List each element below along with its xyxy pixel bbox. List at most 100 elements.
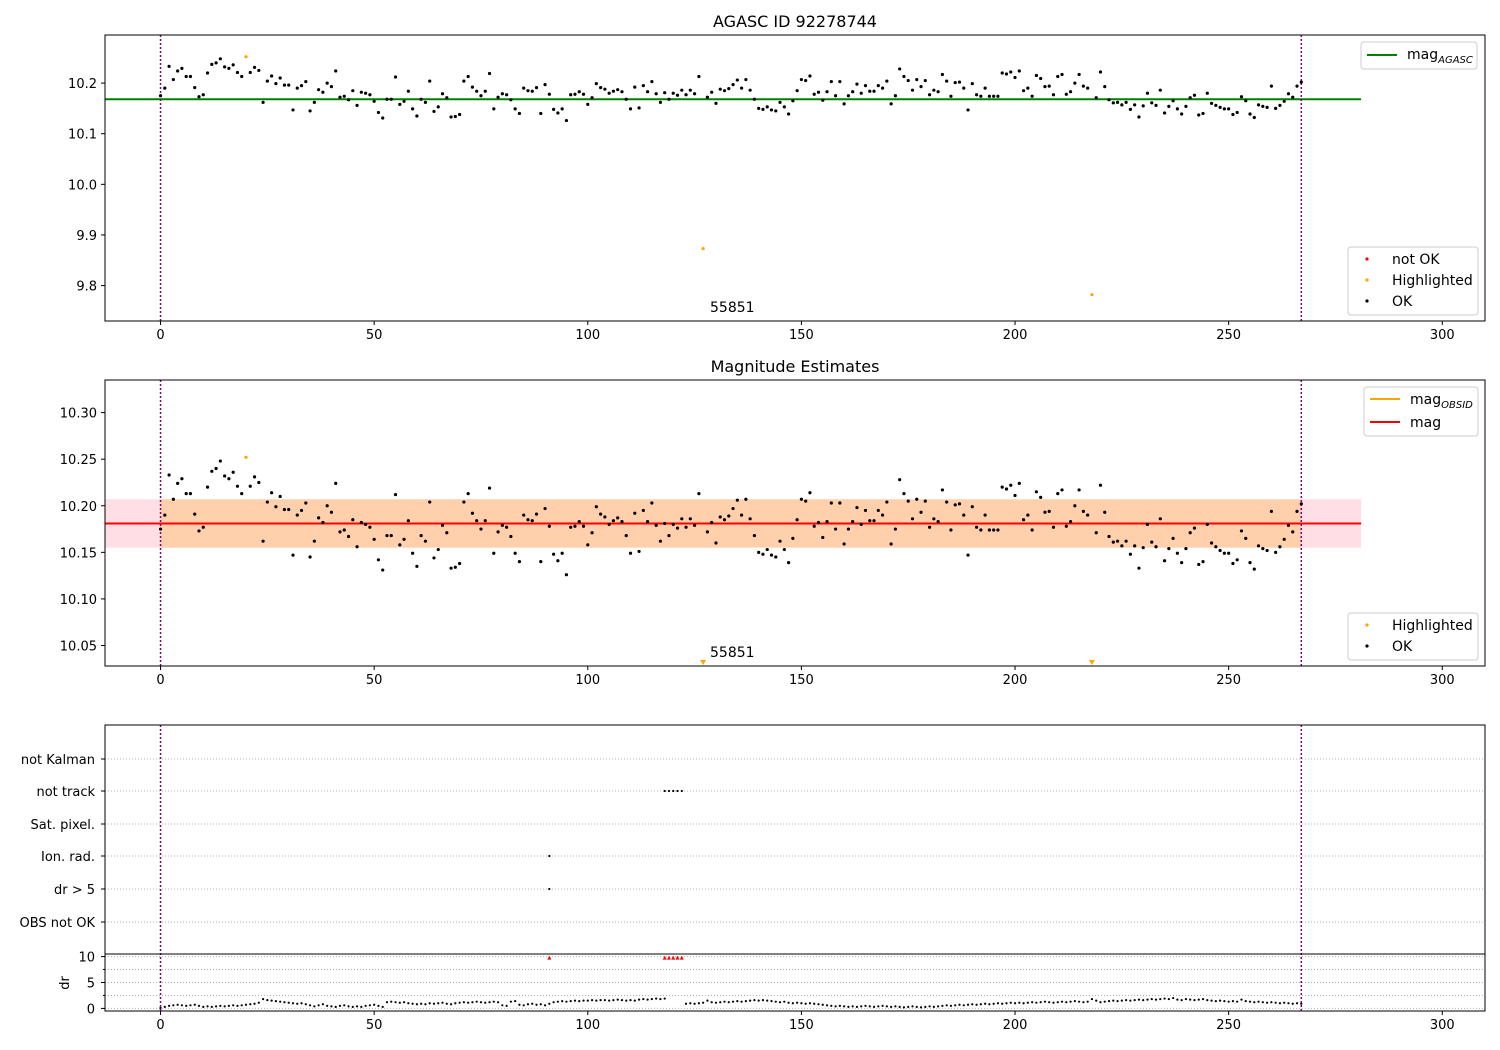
ok-point [1205,522,1209,526]
dr-point [539,1003,542,1006]
ok-point [1299,502,1303,506]
ok-point [1209,101,1214,105]
dr-point [569,1000,572,1003]
ok-point [231,63,235,67]
ok-point [423,100,428,104]
ok-point [534,512,539,516]
ok-point [381,568,385,572]
ok-point [470,85,475,89]
ok-point [633,511,637,515]
ok-point [966,553,970,557]
ok-point [932,517,936,521]
ok-point [325,81,329,85]
axes-frame [104,724,1486,1012]
ok-point [1274,550,1278,554]
dr-point [304,1003,307,1006]
legend-points: Highlighted OK [1347,612,1479,661]
ok-point [338,95,342,99]
y-tick-label: 9.9 [76,229,97,244]
dr-point [663,997,666,1000]
ok-point [1184,104,1188,108]
dr-point [1184,997,1188,1001]
dr-point [321,1003,324,1006]
ok-point [1103,510,1107,514]
ok-point [1218,105,1222,109]
ok-point [372,99,376,103]
ok-point [641,84,645,88]
ok-point [372,537,376,541]
dr-point [445,1002,448,1005]
offscale-marker [1088,660,1095,665]
ok-point [500,523,504,527]
ok-point [419,533,423,538]
dr-point [1137,998,1141,1001]
ok-point [727,87,731,91]
ok-point [1222,107,1226,111]
ok-point [936,520,940,524]
ok-point [227,66,231,71]
ok-point [411,551,415,555]
ok-point [987,94,991,98]
dr-point [1180,999,1183,1002]
ok-point [769,553,774,557]
ok-point [530,89,534,93]
ok-point [1201,111,1205,116]
ok-point [1180,560,1184,565]
ok-point [1081,509,1085,513]
flag-point [676,789,679,793]
ok-point [1043,85,1047,89]
dr-point [749,999,752,1002]
ok-point [240,492,244,496]
obsid-annotation: 55851 [710,300,755,316]
ok-point [611,519,616,523]
ok-point [257,480,261,485]
ok-point [594,81,598,86]
ok-point [893,527,898,531]
ok-point [633,85,637,89]
dr-point [1261,1001,1264,1004]
ok-point [364,91,368,95]
dr-point [595,999,598,1002]
ok-point [808,74,812,78]
x-tick-label: 200 [1003,1018,1028,1033]
ok-point [487,71,492,76]
ok-point [475,519,479,523]
ok-point [556,559,560,563]
legend-label-highlighted: Highlighted [1392,618,1473,634]
ok-point [338,530,342,534]
ok-point [1068,520,1073,524]
ok-point [466,492,470,496]
ok-point [735,78,739,82]
ok-point [184,74,188,79]
dr-point [958,1003,961,1006]
dr-point [984,1002,987,1005]
ok-point [816,90,821,94]
dr-point [279,1000,282,1003]
ok-point [1154,103,1158,107]
ok-point [650,79,654,84]
ok-point [1017,481,1021,486]
ok-point [752,97,757,101]
ok-point [210,62,214,66]
ok-point [1162,559,1167,563]
ok-point [312,100,316,104]
dr-point [1018,1001,1021,1004]
ok-point [1021,518,1026,522]
dr-point [1295,1002,1299,1005]
ok-point [1073,81,1077,85]
ok-point [560,107,564,111]
dr-point [398,1001,401,1004]
ok-point [962,86,966,90]
dr-point [338,1004,342,1007]
dr-point [167,1004,171,1007]
ok-point [1248,112,1252,116]
dr-point [531,1002,534,1005]
ok-point [804,78,808,83]
ok-point [795,518,799,522]
ok-point [1269,84,1273,88]
dr-point [1154,998,1158,1001]
x-tick-label: 50 [366,1018,383,1033]
dr-point [1223,1000,1226,1003]
ok-point [927,525,932,529]
ok-point [992,94,996,98]
